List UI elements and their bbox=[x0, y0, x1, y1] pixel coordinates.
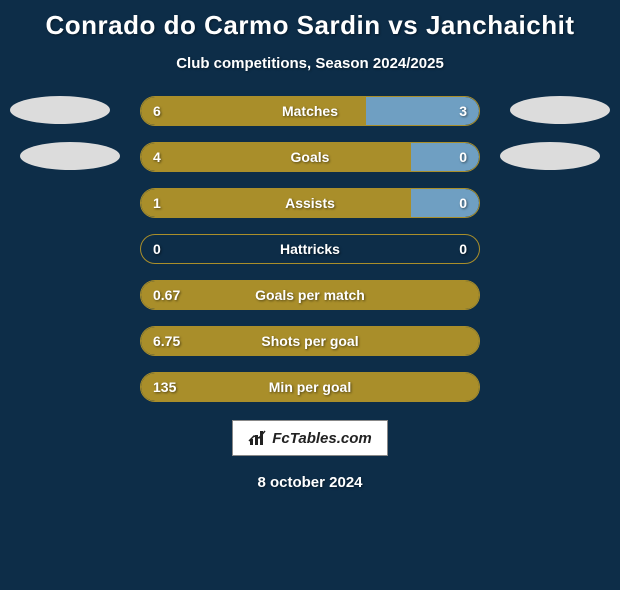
stat-label: Goals bbox=[141, 143, 479, 171]
stat-row: 135Min per goal bbox=[140, 372, 480, 402]
stat-label: Goals per match bbox=[141, 281, 479, 309]
brand-label: FcTables.com bbox=[272, 430, 371, 447]
brand-chart-icon bbox=[248, 429, 268, 447]
stat-row: 6.75Shots per goal bbox=[140, 326, 480, 356]
stat-row: 40Goals bbox=[140, 142, 480, 172]
player1-avatar-bottom bbox=[20, 142, 120, 170]
player1-avatar-top bbox=[10, 96, 110, 124]
stat-label: Min per goal bbox=[141, 373, 479, 401]
stat-row: 63Matches bbox=[140, 96, 480, 126]
stat-row: 00Hattricks bbox=[140, 234, 480, 264]
stat-label: Shots per goal bbox=[141, 327, 479, 355]
stat-label: Matches bbox=[141, 97, 479, 125]
player2-avatar-bottom bbox=[500, 142, 600, 170]
subtitle: Club competitions, Season 2024/2025 bbox=[0, 55, 620, 72]
stat-label: Assists bbox=[141, 189, 479, 217]
date-label: 8 october 2024 bbox=[0, 474, 620, 491]
stat-row: 10Assists bbox=[140, 188, 480, 218]
comparison-chart: 63Matches 40Goals 10Assists 00Hattricks 0.67… bbox=[0, 96, 620, 402]
stat-label: Hattricks bbox=[141, 235, 479, 263]
stat-row: 0.67Goals per match bbox=[140, 280, 480, 310]
player2-avatar-top bbox=[510, 96, 610, 124]
page-title: Conrado do Carmo Sardin vs Janchaichit bbox=[0, 10, 620, 41]
stat-rows: 63Matches 40Goals 10Assists 00Hattricks 0.67… bbox=[140, 96, 480, 402]
brand-badge: FcTables.com bbox=[232, 420, 388, 456]
